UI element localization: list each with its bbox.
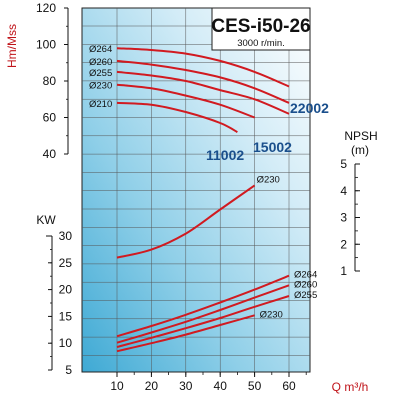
title-box-frame: [211, 7, 311, 51]
x-tick-label: 50: [248, 379, 262, 393]
x-tick-label: 60: [282, 379, 296, 393]
head-tick-label: 80: [43, 74, 57, 88]
chart-title: CES-i50-26: [211, 16, 310, 37]
head-curve-label: Ø255: [89, 68, 112, 79]
npsh-axis-unit: (m): [351, 143, 369, 157]
model-label: 15002: [253, 139, 292, 155]
head-tick-label: 120: [36, 1, 56, 15]
power-curve-label: Ø255: [294, 290, 317, 301]
head-tick-label: 40: [43, 147, 57, 161]
head-curve-label: Ø210: [89, 99, 112, 110]
npsh-tick-label: 3: [340, 211, 347, 225]
head-curve: [116, 83, 255, 119]
chart-subtitle: 3000 r/min.: [237, 38, 285, 49]
x-tick-label: 10: [110, 379, 124, 393]
x-axis-label: Q m³/h: [332, 380, 369, 394]
npsh-axis-label: NPSH: [344, 129, 377, 143]
power-tick-label: 10: [59, 336, 73, 350]
x-tick-label: 20: [145, 379, 159, 393]
npsh-curve: [116, 184, 256, 259]
head-curve-label: Ø264: [89, 44, 112, 55]
head-curve-label: Ø260: [89, 57, 112, 68]
npsh-tick-label: 4: [340, 184, 347, 198]
npsh-tick-label: 1: [340, 264, 347, 278]
head-curve: [116, 47, 290, 88]
head-tick-label: 60: [43, 111, 57, 125]
power-tick-label: 15: [59, 309, 73, 323]
power-tick-label: 25: [59, 256, 73, 270]
npsh-curve-label: Ø230: [257, 174, 280, 185]
title-box: CES-i50-26 3000 r/min.: [211, 7, 311, 51]
head-tick-label: 100: [36, 38, 56, 52]
x-tick-label: 30: [179, 379, 193, 393]
npsh-tick-label: 5: [340, 157, 347, 171]
axes: 40 60 80 100 120 5 10 15 20 25 30 1 2 3 4 5 10 20 30 40 50 60: [36, 1, 360, 393]
power-curve: [116, 295, 290, 348]
model-label: 22002: [290, 100, 329, 116]
power-curve-label: Ø230: [260, 309, 283, 320]
power-curve: [116, 284, 290, 344]
power-tick-label: 20: [59, 283, 73, 297]
power-curve-label: Ø260: [294, 279, 317, 290]
npsh-tick-label: 2: [340, 237, 347, 251]
model-label: 11002: [206, 147, 244, 163]
head-curve: [116, 101, 238, 133]
power-curve: [116, 274, 290, 338]
power-curve: [116, 314, 255, 353]
power-axis-label: KW: [36, 213, 56, 227]
curves: [116, 47, 290, 353]
power-curve-label: Ø264: [294, 270, 317, 281]
head-curve-label: Ø230: [89, 81, 112, 92]
head-curve: [116, 59, 290, 104]
power-tick-label: 5: [65, 363, 72, 377]
curve-labels: Ø264Ø260Ø255Ø230Ø210Ø230Ø264Ø260Ø255Ø230…: [89, 44, 329, 320]
head-axis-label: Hm/Mss: [5, 24, 19, 68]
head-curve: [116, 70, 290, 115]
power-tick-label: 30: [59, 229, 73, 243]
x-tick-label: 40: [214, 379, 228, 393]
